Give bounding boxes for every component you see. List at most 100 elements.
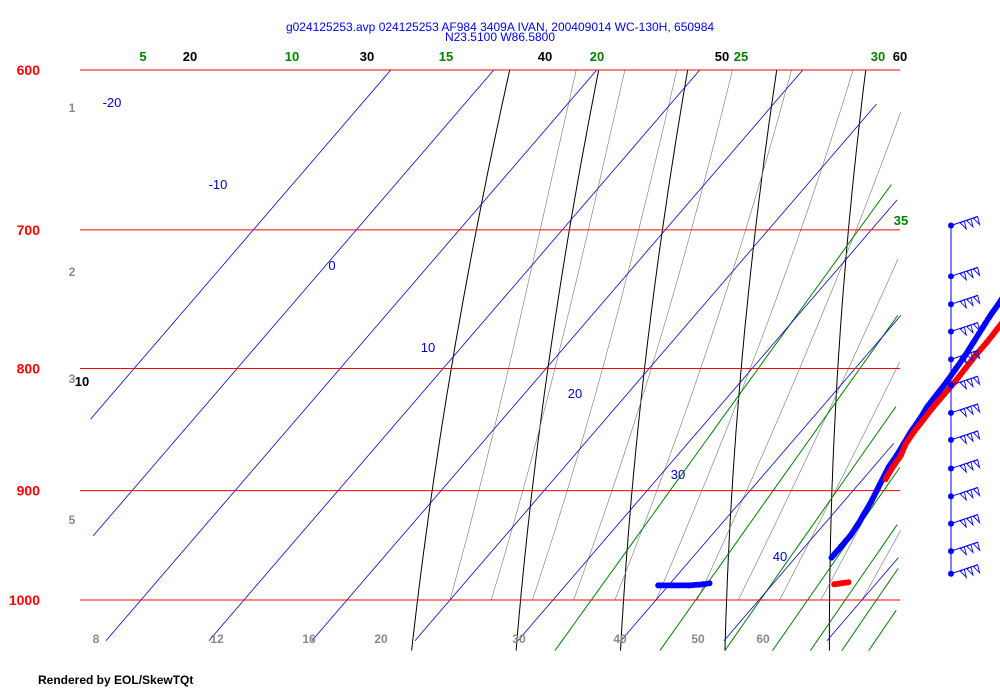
temperature-point (889, 464, 896, 471)
isotherm-label: 30 (671, 467, 685, 482)
footer-credit: Rendered by EOL/SkewTQt (38, 673, 194, 687)
mixing-ratio-label: 25 (734, 49, 748, 64)
dewpoint-point (978, 325, 985, 332)
mixing-ratio-line (809, 524, 898, 651)
temperature-point (831, 581, 838, 588)
mixing-ratio-label: 35 (894, 213, 908, 228)
wind-barbs (948, 215, 981, 579)
wind-barb-flag (959, 407, 968, 418)
isotherm-line (105, 69, 598, 641)
bottom-scale-label: 20 (374, 632, 388, 646)
mixing-ratio-label: 10 (285, 49, 299, 64)
pressure-label: 700 (17, 222, 41, 238)
wind-barb-flag (966, 218, 974, 229)
wind-barb-flag (972, 513, 981, 525)
wind-barb-flag (959, 463, 968, 474)
pressure-label: 1000 (9, 592, 40, 608)
moist-adiabat (573, 69, 733, 601)
wind-barb-flag (966, 377, 974, 388)
bottom-scale-label: 60 (756, 632, 770, 646)
wind-barb-flag (959, 518, 968, 529)
dewpoint-point (953, 365, 959, 372)
isotherm-label: 40 (773, 549, 787, 564)
dewpoint-point (997, 298, 1000, 305)
wind-barb-flag (972, 564, 981, 575)
wind-barb-flag (959, 220, 968, 231)
bottom-scale-label: 8 (93, 632, 100, 646)
dry-adiabat (411, 69, 511, 651)
wind-barb-flag (972, 458, 981, 470)
isotherm-label: 0 (328, 258, 335, 273)
left-scale-label: 3 (69, 372, 76, 386)
dry-adiabat (828, 69, 867, 651)
wind-barb-flag (966, 432, 974, 443)
left-scale-label: 5 (69, 513, 76, 527)
dewpoint-point (924, 403, 931, 410)
wind-barb-flag (959, 299, 968, 310)
wind-barb-flag (972, 541, 981, 552)
dewpoint-point (934, 391, 941, 398)
wind-barb-flag (959, 326, 968, 337)
dewpoint-point (987, 312, 994, 319)
wind-barb-flag (966, 489, 974, 500)
moist-adiabat (449, 69, 577, 601)
wind-barb-flag (972, 375, 981, 386)
moist-adiabat (655, 69, 854, 601)
wind-barb-flag (966, 461, 974, 472)
temperature-tick-label: 20 (183, 49, 197, 64)
temperature-tick-label: 10 (75, 374, 89, 389)
bottom-scale-label: 16 (302, 632, 316, 646)
dry-adiabat (620, 69, 689, 651)
temperature-point (897, 452, 904, 459)
mixing-ratio-line (659, 315, 899, 651)
temperature-point (838, 580, 845, 587)
dewpoint-point (686, 582, 693, 589)
bottom-scale-label: 12 (210, 632, 224, 646)
dry-adiabat (724, 69, 778, 651)
wind-barb-flag (966, 516, 974, 527)
wind-barb-flag (972, 403, 981, 414)
wind-barb-flag (966, 405, 974, 416)
isotherm-label: -10 (209, 177, 228, 192)
dewpoint-point (700, 581, 707, 588)
bottom-scale-label: 40 (613, 632, 627, 646)
wind-barb-flag (972, 215, 981, 226)
wind-barb-flag (966, 566, 974, 577)
temperature-point (882, 476, 889, 483)
left-scale-label: 1 (69, 101, 76, 115)
wind-barb-flag (959, 380, 968, 391)
mixing-ratio-line (841, 568, 899, 651)
isotherm-line (517, 199, 898, 641)
temperature-point (983, 339, 990, 346)
wind-barb-flag (959, 491, 968, 502)
isotherm-line (90, 69, 392, 420)
dewpoint-point (944, 378, 950, 385)
temperature-point (920, 416, 927, 423)
wind-barb-flag (959, 568, 968, 579)
wind-barb-flag (972, 321, 981, 333)
moist-adiabat (696, 112, 901, 601)
temperature-point (972, 352, 979, 359)
temperature-tick-label: 50 (715, 49, 729, 64)
dewpoint-point (868, 499, 874, 506)
mixing-ratio-label: 5 (139, 49, 146, 64)
mixing-ratio-line (772, 467, 901, 651)
dry-adiabats (411, 69, 867, 651)
chart-title: g024125253.avp 024125253 AF984 3409A IVA… (286, 20, 714, 34)
wind-barb-flag (959, 354, 968, 365)
wind-barb-flag (972, 294, 981, 305)
dry-adiabat (515, 69, 600, 651)
temperature-point (845, 579, 852, 586)
isotherm-line (311, 69, 804, 641)
dewpoint-point (847, 532, 854, 539)
wind-barb-flag (972, 486, 981, 497)
pressure-label: 600 (17, 62, 41, 78)
wind-barb-flag (959, 271, 968, 282)
mixing-ratio-line (724, 406, 897, 651)
wind-barb-flag (972, 266, 981, 277)
dewpoint-point (873, 487, 880, 494)
bottom-scale-label: 30 (512, 632, 526, 646)
isotherm-label: 10 (421, 340, 435, 355)
isotherm-label: 20 (568, 386, 582, 401)
